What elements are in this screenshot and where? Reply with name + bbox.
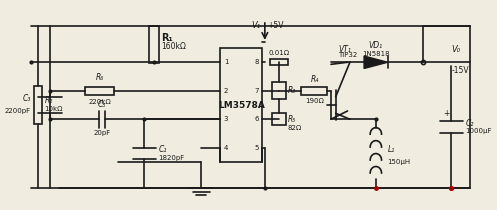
- Text: TIP32: TIP32: [338, 52, 357, 58]
- Polygon shape: [364, 56, 388, 68]
- Text: 7: 7: [254, 88, 259, 94]
- Text: 10kΩ: 10kΩ: [45, 106, 63, 112]
- Text: 1: 1: [224, 59, 228, 65]
- Text: VD₁: VD₁: [369, 41, 383, 50]
- Text: 3: 3: [224, 116, 228, 122]
- Bar: [272, 83, 286, 99]
- Text: R₁: R₁: [162, 33, 173, 43]
- Text: LM3578A: LM3578A: [218, 101, 265, 109]
- Bar: [220, 48, 262, 162]
- Text: C₂: C₂: [466, 118, 474, 127]
- Text: 0.01Ω: 0.01Ω: [268, 50, 290, 56]
- Text: 2200pF: 2200pF: [5, 108, 31, 114]
- Text: 1N5818: 1N5818: [362, 51, 390, 57]
- Text: 4: 4: [224, 145, 228, 151]
- Text: L₁: L₁: [388, 145, 395, 154]
- Bar: [34, 86, 42, 124]
- Bar: [85, 87, 114, 95]
- Text: R₂: R₂: [45, 96, 53, 105]
- Text: R₅: R₅: [288, 115, 296, 124]
- Bar: [272, 113, 286, 125]
- Text: VT₁: VT₁: [338, 45, 351, 54]
- Text: +: +: [443, 109, 450, 118]
- Text: 6: 6: [254, 116, 259, 122]
- Text: +5V: +5V: [267, 21, 284, 30]
- Text: 5: 5: [254, 145, 259, 151]
- Text: 160kΩ: 160kΩ: [162, 42, 186, 51]
- Text: 1000μF: 1000μF: [466, 128, 492, 134]
- Text: 8: 8: [254, 59, 259, 65]
- Text: R₃: R₃: [288, 86, 296, 95]
- Text: 2: 2: [224, 88, 228, 94]
- Text: V₀: V₀: [451, 45, 461, 54]
- Text: 190Ω: 190Ω: [305, 98, 324, 104]
- Text: -15V: -15V: [451, 66, 469, 75]
- Bar: [269, 59, 288, 65]
- Bar: [149, 26, 159, 63]
- Text: R₆: R₆: [95, 74, 104, 83]
- Text: 1820pF: 1820pF: [159, 155, 185, 161]
- Text: 220kΩ: 220kΩ: [88, 99, 111, 105]
- Bar: [302, 87, 328, 95]
- Text: 82Ω: 82Ω: [288, 125, 302, 131]
- Text: C₃: C₃: [23, 94, 31, 103]
- Text: C₁: C₁: [159, 145, 167, 154]
- Text: V₁: V₁: [251, 21, 260, 30]
- Text: C₅: C₅: [98, 100, 106, 109]
- Text: R₄: R₄: [310, 75, 319, 84]
- Text: 150μH: 150μH: [388, 159, 411, 165]
- Text: 20pF: 20pF: [93, 130, 110, 136]
